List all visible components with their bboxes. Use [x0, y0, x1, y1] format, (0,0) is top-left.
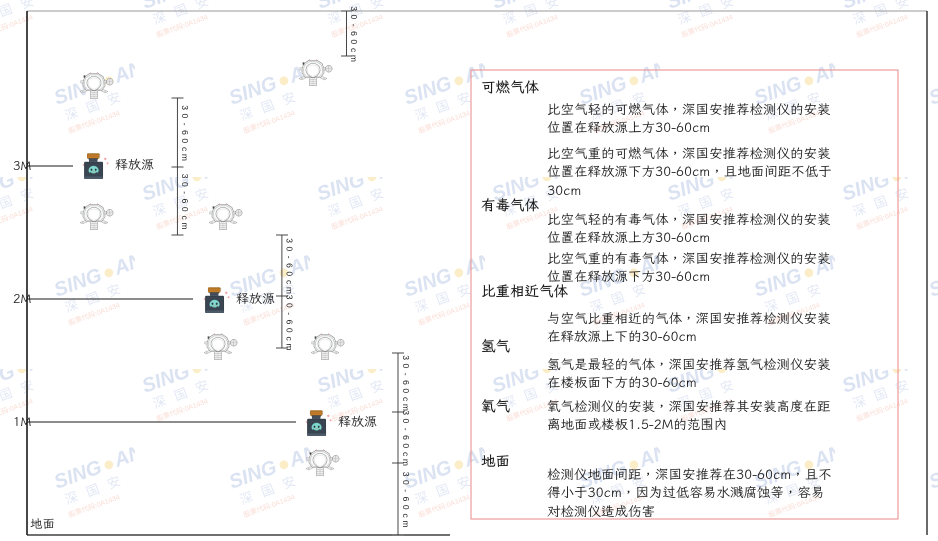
svg-text:0: 0 — [285, 271, 295, 276]
svg-text:m: m — [401, 459, 411, 466]
svg-text:地面: 地面 — [30, 515, 55, 532]
svg-text:0: 0 — [401, 419, 411, 424]
svg-text:3: 3 — [349, 6, 359, 11]
svg-text:0: 0 — [180, 138, 190, 143]
svg-text:2M: 2M — [13, 290, 32, 307]
svg-text:-: - — [401, 428, 411, 431]
svg-text:6: 6 — [285, 263, 295, 268]
svg-text:6: 6 — [285, 320, 295, 325]
svg-text:0: 0 — [180, 207, 190, 212]
svg-text:1M: 1M — [13, 413, 32, 430]
svg-text:3: 3 — [180, 174, 190, 179]
svg-text:0: 0 — [180, 182, 190, 187]
svg-text:3: 3 — [401, 410, 411, 415]
svg-text:6: 6 — [401, 497, 411, 502]
svg-text:-: - — [285, 312, 295, 315]
svg-text:0: 0 — [285, 303, 295, 308]
svg-text:3: 3 — [180, 105, 190, 110]
svg-text:0: 0 — [180, 114, 190, 119]
svg-text:-: - — [180, 191, 190, 194]
svg-text:0: 0 — [401, 480, 411, 485]
svg-text:-: - — [180, 123, 190, 126]
svg-text:c: c — [285, 280, 295, 285]
svg-text:0: 0 — [285, 328, 295, 333]
svg-text:0: 0 — [401, 443, 411, 448]
svg-text:释放源: 释放源 — [236, 290, 275, 307]
svg-text:-: - — [285, 256, 295, 259]
svg-text:6: 6 — [349, 31, 359, 36]
svg-text:m: m — [401, 520, 411, 527]
svg-text:0: 0 — [349, 39, 359, 44]
svg-text:m: m — [180, 222, 190, 229]
svg-text:c: c — [180, 147, 190, 152]
svg-text:6: 6 — [180, 130, 190, 135]
svg-text:0: 0 — [349, 15, 359, 20]
svg-text:m: m — [349, 55, 359, 62]
svg-text:0: 0 — [401, 364, 411, 369]
svg-text:3: 3 — [401, 355, 411, 360]
svg-text:m: m — [285, 287, 295, 294]
svg-text:6: 6 — [401, 435, 411, 440]
svg-text:0: 0 — [401, 505, 411, 510]
svg-text:c: c — [401, 397, 411, 402]
svg-text:0: 0 — [285, 247, 295, 252]
svg-text:c: c — [285, 336, 295, 341]
svg-text:3M: 3M — [13, 157, 32, 174]
svg-text:释放源: 释放源 — [115, 156, 154, 173]
svg-text:c: c — [180, 215, 190, 220]
svg-text:m: m — [285, 343, 295, 350]
svg-text:0: 0 — [401, 388, 411, 393]
svg-text:3: 3 — [285, 295, 295, 300]
svg-text:6: 6 — [180, 199, 190, 204]
svg-text:-: - — [401, 489, 411, 492]
svg-text:c: c — [401, 452, 411, 457]
svg-text:3: 3 — [285, 238, 295, 243]
svg-text:m: m — [180, 154, 190, 161]
svg-text:c: c — [401, 513, 411, 518]
svg-text:-: - — [401, 373, 411, 376]
svg-text:3: 3 — [401, 472, 411, 477]
svg-text:c: c — [349, 48, 359, 53]
svg-text:-: - — [349, 24, 359, 27]
svg-text:6: 6 — [401, 380, 411, 385]
svg-text:释放源: 释放源 — [338, 413, 377, 430]
